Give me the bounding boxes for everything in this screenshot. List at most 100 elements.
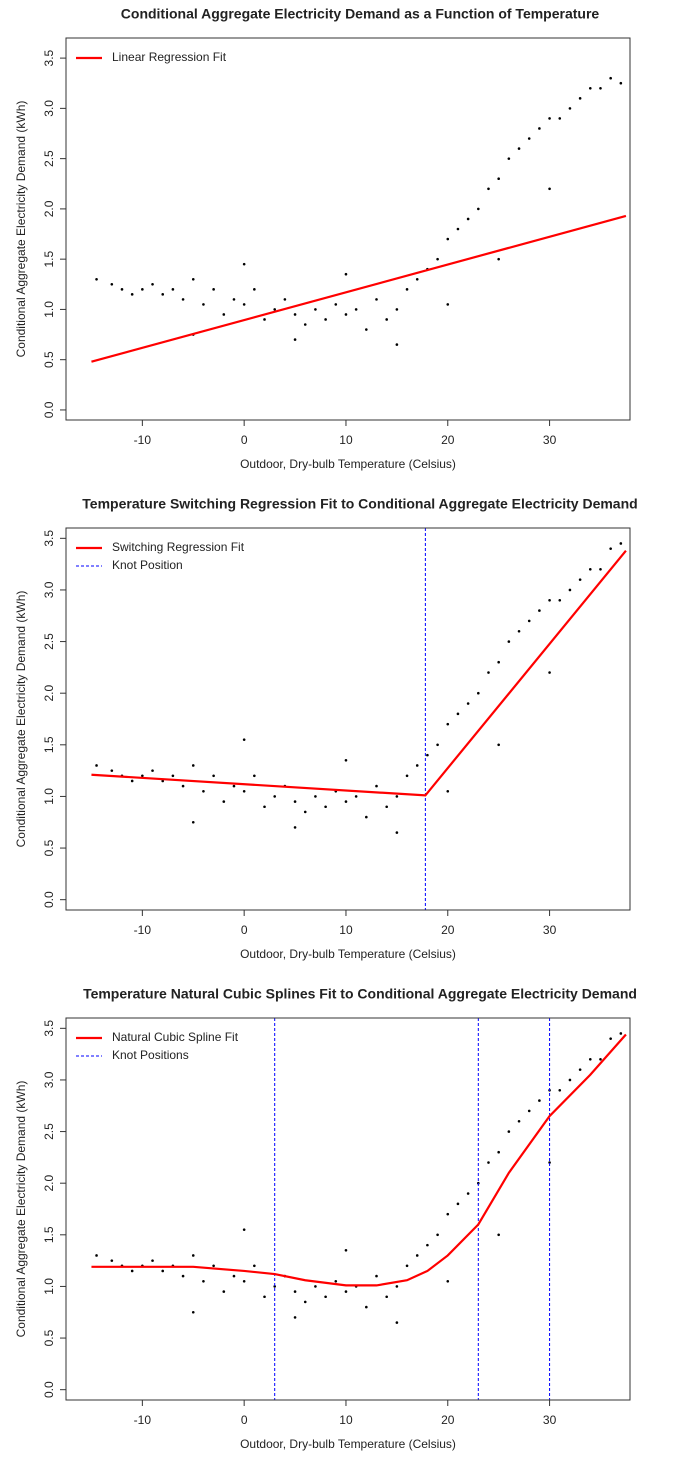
data-point xyxy=(507,157,511,160)
data-point xyxy=(212,774,215,778)
data-point xyxy=(497,1233,500,1237)
data-point xyxy=(324,318,327,321)
data-point xyxy=(344,758,348,762)
data-point xyxy=(202,1279,205,1283)
data-point xyxy=(609,76,612,80)
data-point xyxy=(538,609,541,612)
data-point xyxy=(120,288,124,291)
plot-frame xyxy=(65,1017,631,1401)
data-point xyxy=(578,578,582,581)
chart-panel: Temperature Natural Cubic Splines Fit to… xyxy=(14,986,637,1451)
data-point xyxy=(456,712,460,716)
data-point xyxy=(334,303,338,306)
y-axis-label: Conditional Aggregate Electricity Demand… xyxy=(14,101,28,358)
data-point xyxy=(466,217,470,221)
data-point xyxy=(426,1243,429,1247)
data-point xyxy=(242,1279,246,1283)
data-point xyxy=(130,293,134,296)
data-point xyxy=(385,1295,388,1299)
data-point xyxy=(395,831,399,834)
y-tick-label: 0.5 xyxy=(42,1329,56,1346)
data-point xyxy=(588,86,592,90)
data-point xyxy=(314,1285,317,1288)
y-tick-label: 1.0 xyxy=(42,1278,56,1295)
data-point xyxy=(487,671,490,674)
chart-title: Temperature Natural Cubic Splines Fit to… xyxy=(83,986,637,1002)
y-tick-label: 1.0 xyxy=(42,788,56,805)
data-point xyxy=(395,308,399,311)
data-point xyxy=(263,1295,266,1299)
data-point xyxy=(588,1057,592,1061)
data-point xyxy=(354,308,358,311)
data-point xyxy=(110,1259,114,1262)
data-point xyxy=(242,1228,246,1231)
data-point xyxy=(202,789,205,793)
data-point xyxy=(619,542,623,545)
data-point xyxy=(446,722,450,726)
data-point xyxy=(95,764,98,767)
y-tick-label: 1.5 xyxy=(42,1226,56,1243)
data-point xyxy=(181,784,185,788)
y-tick-label: 2.0 xyxy=(42,1175,56,1192)
data-point xyxy=(446,789,450,793)
data-point xyxy=(609,547,612,550)
x-tick-label: -10 xyxy=(134,923,152,937)
data-point xyxy=(303,323,307,326)
data-point xyxy=(242,303,246,306)
data-point xyxy=(385,318,388,321)
data-point xyxy=(191,1310,195,1314)
y-tick-label: 0.5 xyxy=(42,839,56,856)
data-point xyxy=(497,1150,500,1154)
data-point xyxy=(191,277,195,281)
data-point xyxy=(548,598,551,602)
data-point xyxy=(405,288,409,291)
data-point xyxy=(303,1300,307,1304)
data-point xyxy=(517,147,521,150)
x-tick-label: 30 xyxy=(543,923,557,937)
y-tick-label: 2.0 xyxy=(42,685,56,702)
y-tick-label: 3.0 xyxy=(42,1071,56,1088)
data-point xyxy=(95,277,98,281)
data-point xyxy=(375,784,378,788)
data-point xyxy=(436,743,439,747)
chart-title: Conditional Aggregate Electricity Demand… xyxy=(121,6,600,22)
data-point xyxy=(141,288,144,291)
data-point xyxy=(263,805,266,809)
data-point xyxy=(405,774,409,778)
chart-panel: Conditional Aggregate Electricity Demand… xyxy=(14,6,631,471)
data-point xyxy=(487,1161,490,1164)
x-tick-label: 30 xyxy=(543,433,557,447)
data-point xyxy=(599,86,602,90)
data-point xyxy=(232,784,236,788)
y-tick-label: 2.5 xyxy=(42,150,56,167)
data-point xyxy=(365,815,368,819)
data-point xyxy=(242,738,246,741)
chart-title: Temperature Switching Regression Fit to … xyxy=(82,496,637,512)
data-point xyxy=(191,1254,195,1257)
data-point xyxy=(619,81,623,85)
fit-line xyxy=(91,550,627,797)
data-point xyxy=(578,1068,582,1071)
legend-label: Natural Cubic Spline Fit xyxy=(112,1030,239,1044)
data-point xyxy=(466,1192,470,1195)
y-axis-label: Conditional Aggregate Electricity Demand… xyxy=(14,1081,28,1338)
data-point xyxy=(161,1269,165,1273)
data-point xyxy=(191,820,195,824)
data-point xyxy=(242,789,246,793)
data-point xyxy=(222,313,226,316)
data-point xyxy=(365,1305,368,1309)
legend-label: Linear Regression Fit xyxy=(112,50,227,64)
x-tick-label: 0 xyxy=(241,433,248,447)
x-tick-label: 0 xyxy=(241,923,248,937)
data-point xyxy=(130,1269,134,1273)
x-tick-label: 0 xyxy=(241,1413,248,1427)
data-point xyxy=(588,567,592,571)
x-tick-label: -10 xyxy=(134,1413,152,1427)
data-point xyxy=(436,1233,439,1237)
data-point xyxy=(222,1290,226,1293)
data-point xyxy=(273,795,277,798)
data-point xyxy=(568,588,572,592)
data-point xyxy=(395,1285,399,1288)
data-point xyxy=(222,800,226,803)
data-point xyxy=(151,1259,154,1262)
